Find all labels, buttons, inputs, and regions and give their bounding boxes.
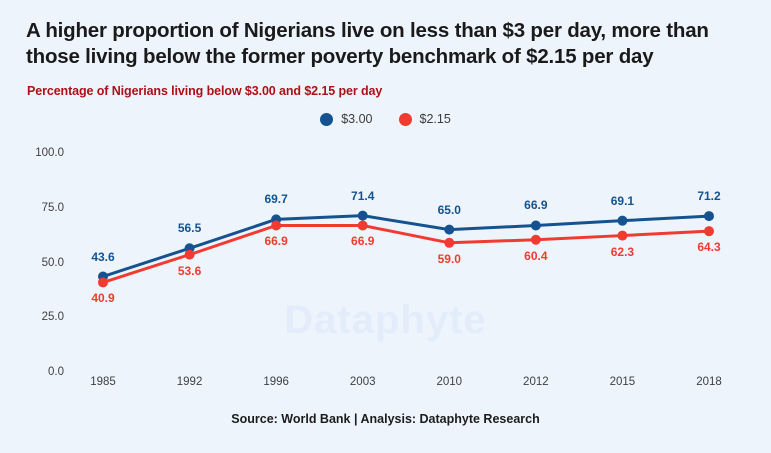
data-point-label: 59.0 (437, 251, 461, 266)
data-point-marker[interactable] (98, 277, 108, 288)
legend-label-series-0: $3.00 (341, 112, 373, 126)
data-point-marker[interactable] (617, 230, 628, 241)
chart-title: A higher proportion of Nigerians live on… (26, 19, 709, 69)
data-point-marker[interactable] (357, 210, 368, 221)
data-point-label: 40.9 (91, 291, 115, 306)
x-axis-tick-label: 2010 (436, 376, 463, 388)
chart-legend: $3.00 $2.15 (0, 112, 771, 126)
y-axis-tick-label: 100.0 (35, 147, 64, 159)
x-axis-tick-label: 2012 (523, 376, 549, 388)
x-axis-tick-label: 1992 (176, 376, 203, 388)
data-point-label: 64.3 (697, 240, 721, 255)
data-point-label: 66.9 (351, 234, 375, 249)
y-axis-ticks: 0.0 25.0 50.0 75.0 100.0 (8, 0, 64, 453)
data-point-label: 71.4 (351, 188, 375, 203)
circle-marker-icon (398, 112, 412, 126)
x-axis-tick-label: 2003 (349, 376, 376, 388)
data-point-marker[interactable] (184, 249, 195, 260)
data-point-marker[interactable] (704, 226, 714, 237)
source-note: Source: World Bank | Analysis: Dataphyte… (231, 412, 540, 426)
x-axis-tick-label: 1996 (263, 376, 289, 388)
chart-subtitle: Percentage of Nigerians living below $3.… (27, 84, 383, 98)
x-axis-tick-label: 2015 (609, 376, 636, 388)
legend-label-series-1: $2.15 (419, 112, 451, 126)
data-point-marker[interactable] (530, 234, 541, 245)
data-point-label: 43.6 (91, 249, 115, 264)
watermark: Dataphyte (284, 298, 487, 342)
data-point-marker[interactable] (357, 220, 368, 231)
data-point-marker[interactable] (704, 211, 714, 222)
data-point-marker[interactable] (444, 237, 455, 248)
x-axis-tick-label: 2018 (696, 376, 722, 388)
data-point-label: 71.2 (697, 189, 721, 204)
data-point-label: 56.5 (177, 221, 202, 236)
legend-item-series-0[interactable]: $3.00 (320, 112, 373, 126)
data-point-label: 69.1 (610, 193, 635, 208)
data-point-marker[interactable] (530, 220, 541, 231)
series-line (101, 223, 711, 284)
data-point-marker[interactable] (271, 220, 282, 231)
data-point-label: 69.7 (264, 192, 288, 207)
y-axis-tick-label: 50.0 (41, 256, 64, 269)
series-line (101, 214, 711, 279)
y-axis-tick-label: 75.0 (41, 201, 64, 214)
data-point-label: 65.0 (437, 202, 461, 217)
data-point-marker[interactable] (444, 224, 455, 235)
data-point-label: 62.3 (610, 244, 635, 259)
x-axis-tick-label: 1985 (90, 376, 116, 388)
y-axis-tick-label: 0.0 (48, 366, 64, 378)
legend-item-series-1[interactable]: $2.15 (398, 112, 451, 126)
data-point-label: 60.4 (524, 248, 548, 263)
data-point-label: 53.6 (177, 263, 202, 278)
data-point-label: 66.9 (264, 234, 288, 249)
data-point-marker[interactable] (617, 215, 628, 226)
circle-marker-icon (320, 112, 334, 126)
data-point-label: 66.9 (524, 198, 548, 213)
y-axis-tick-label: 25.0 (41, 311, 64, 324)
